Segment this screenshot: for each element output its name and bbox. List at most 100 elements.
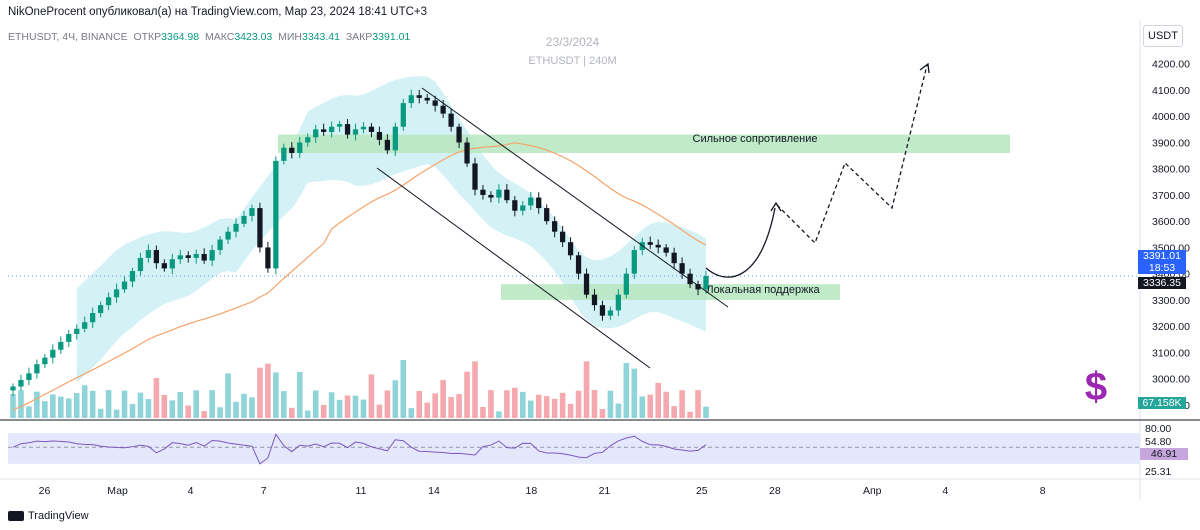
candle-body xyxy=(145,250,152,258)
volume-bar xyxy=(137,392,144,418)
candle-body xyxy=(34,364,40,374)
resistance-label: Сильное сопротивление xyxy=(693,133,818,145)
volume-bar xyxy=(527,400,534,418)
volume-bar xyxy=(10,394,16,418)
volume-bar xyxy=(480,406,486,418)
symbol-ohlc-line: ETHUSDT, 4Ч, BINANCE ОТКР3364.98 МАКС342… xyxy=(8,31,410,43)
candle-body xyxy=(58,341,64,350)
time-tick-label: 7 xyxy=(261,485,267,497)
time-axis[interactable]: 26 Мар 4 7 11 14 18 21 25 28 Апр 4 8 xyxy=(0,419,1200,497)
candle xyxy=(448,108,454,132)
time-tick-label: Мар xyxy=(107,485,128,497)
candle xyxy=(615,289,622,317)
volume-bar xyxy=(201,411,207,418)
rsi-pane xyxy=(8,433,1140,465)
volume-bar xyxy=(424,402,430,418)
candle-body xyxy=(408,95,414,104)
wave-projection[interactable] xyxy=(705,62,930,278)
volume-bar xyxy=(89,390,96,418)
candle xyxy=(400,98,406,131)
candle-body xyxy=(209,250,215,261)
candle xyxy=(217,236,223,255)
candle xyxy=(281,143,287,165)
price-tick-label: 3300.00 xyxy=(1152,295,1190,307)
candle xyxy=(559,225,566,248)
volume-bar xyxy=(647,394,654,418)
time-tick-label: 4 xyxy=(188,485,194,497)
candle-body xyxy=(50,349,56,358)
rsi-upper-label: 80.00 xyxy=(1145,423,1172,435)
candle xyxy=(50,344,56,364)
volume-bar xyxy=(257,367,263,418)
candle-body xyxy=(265,247,271,269)
candle-body xyxy=(599,305,606,316)
volume-bar xyxy=(392,380,399,418)
candle-body xyxy=(464,142,470,164)
candle-body xyxy=(456,126,462,143)
candle-body xyxy=(631,250,637,274)
candle-body xyxy=(153,250,160,264)
candle-body xyxy=(575,255,582,274)
volume-bar xyxy=(360,399,367,418)
candle-body xyxy=(488,194,494,198)
volume-bar xyxy=(384,390,391,418)
candle xyxy=(464,137,470,167)
volume-bar xyxy=(26,406,32,418)
candle xyxy=(647,236,653,249)
candle-body xyxy=(679,263,685,274)
candle xyxy=(512,196,518,217)
candle-body xyxy=(185,255,191,258)
volume-bar xyxy=(543,396,550,418)
candle-body xyxy=(376,131,383,140)
volume-bar xyxy=(121,390,128,418)
volume-bar xyxy=(448,397,454,418)
candle xyxy=(305,133,311,147)
volume-bar xyxy=(376,404,383,418)
candle-body xyxy=(241,215,247,224)
candle xyxy=(18,374,24,391)
candle xyxy=(623,268,629,299)
candle-body xyxy=(97,305,104,314)
volume-bar xyxy=(440,379,446,418)
volume-bars xyxy=(10,360,709,418)
volume-bar xyxy=(623,362,630,418)
volume-bar xyxy=(273,372,279,418)
candle-body xyxy=(201,253,207,261)
low-value: 3343.41 xyxy=(302,31,340,43)
currency-selector[interactable]: USDT xyxy=(1143,25,1183,47)
bollinger-band xyxy=(76,76,707,383)
channel-lines[interactable] xyxy=(376,87,729,369)
symbol-label: ETHUSDT, 4Ч, BINANCE xyxy=(8,31,128,43)
volume-bar xyxy=(703,406,709,418)
rsi-line xyxy=(12,433,707,465)
volume-bar xyxy=(34,391,40,418)
candle-body xyxy=(496,189,502,198)
candle xyxy=(169,253,175,275)
volume-bar xyxy=(567,403,574,418)
projection-curve xyxy=(705,207,776,278)
volume-bar xyxy=(535,394,542,418)
volume-bar xyxy=(161,394,168,418)
watermark-symbol: ETHUSDT | 240M xyxy=(528,55,617,67)
candle xyxy=(137,252,144,276)
projection-arrowhead xyxy=(770,201,782,212)
candle-body xyxy=(225,231,231,240)
volume-bar xyxy=(400,360,407,418)
volume-bar xyxy=(129,404,136,418)
volume-bar xyxy=(504,390,510,418)
countdown-badge: 18:53 xyxy=(1138,262,1186,274)
candle xyxy=(249,204,255,222)
candle-body xyxy=(344,124,351,135)
candle xyxy=(97,301,104,318)
close-label: ЗАКР xyxy=(345,31,373,43)
volume-bar xyxy=(225,373,231,418)
price-axis[interactable]: 2900.003000.003100.003200.003300.003400.… xyxy=(1139,20,1190,500)
candle-body xyxy=(544,208,550,222)
candle-body xyxy=(82,322,88,329)
candle-body xyxy=(583,273,590,295)
candle xyxy=(74,324,80,340)
candle xyxy=(66,329,72,347)
candle-body xyxy=(520,205,526,211)
candle-body xyxy=(289,147,295,153)
